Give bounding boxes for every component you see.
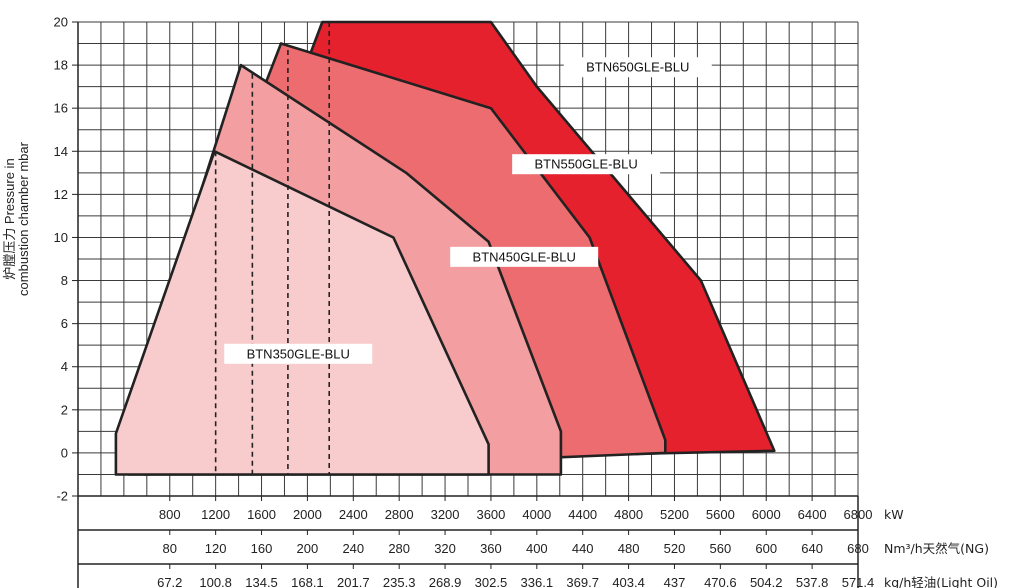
x-tick-label: 504.2 xyxy=(750,575,783,588)
x-tick-label: 5600 xyxy=(706,507,735,522)
series-area-3 xyxy=(114,150,490,476)
series-label-box xyxy=(224,343,373,364)
x-tick-label: 4000 xyxy=(522,507,551,522)
y-axis-label: 炉膛压力 Pressure incombustion chamber mbar xyxy=(2,141,31,296)
x-tick-label: 537.8 xyxy=(796,575,829,588)
y-tick-label: 4 xyxy=(61,359,68,374)
x-tick-label: 480 xyxy=(618,541,640,556)
x-tick-label: 369.7 xyxy=(566,575,599,588)
x-tick-label: 437 xyxy=(664,575,686,588)
y-tick-label: 10 xyxy=(54,230,68,245)
y-tick-label: 12 xyxy=(54,187,68,202)
x-tick-label: 2400 xyxy=(339,507,368,522)
x-tick-label: 6000 xyxy=(752,507,781,522)
y-tick-label: 16 xyxy=(54,101,68,116)
series-label-box xyxy=(450,246,599,267)
x-tick-label: 640 xyxy=(801,541,823,556)
x-tick-label: 235.3 xyxy=(383,575,416,588)
series-label: BTN350GLE-BLU xyxy=(247,346,350,361)
series-label: BTN450GLE-BLU xyxy=(473,249,576,264)
x-axis-unit: kW xyxy=(884,507,904,522)
series-label: BTN650GLE-BLU xyxy=(586,60,689,75)
x-tick-label: 4800 xyxy=(614,507,643,522)
x-tick-label: 2800 xyxy=(385,507,414,522)
x-tick-label: 3600 xyxy=(476,507,505,522)
x-tick-label: 120 xyxy=(205,541,227,556)
x-tick-label: 201.7 xyxy=(337,575,370,588)
y-tick-label: -2 xyxy=(56,489,68,504)
y-tick-label: 14 xyxy=(54,144,68,159)
y-tick-label: 20 xyxy=(54,15,68,30)
y-tick-label: 0 xyxy=(61,445,68,460)
x-tick-label: 336.1 xyxy=(521,575,554,588)
y-tick-label: 18 xyxy=(54,58,68,73)
y-axis-label-line: 炉膛压力 Pressure in xyxy=(2,158,17,279)
x-tick-label: 3200 xyxy=(431,507,460,522)
x-axis-unit: Nm³/h天然气(NG) xyxy=(884,541,989,556)
x-tick-label: 302.5 xyxy=(475,575,508,588)
x-tick-label: 470.6 xyxy=(704,575,737,588)
x-tick-label: 1600 xyxy=(247,507,276,522)
x-tick-label: 100.8 xyxy=(199,575,232,588)
x-tick-label: 403.4 xyxy=(612,575,645,588)
x-tick-label: 440 xyxy=(572,541,594,556)
reference-lines xyxy=(214,22,331,475)
x-tick-label: 680 xyxy=(847,541,869,556)
series-label-box xyxy=(563,57,712,78)
x-tick-label: 134.5 xyxy=(245,575,278,588)
x-tick-label: 4400 xyxy=(568,507,597,522)
x-tick-label: 6800 xyxy=(844,507,873,522)
x-tick-label: 320 xyxy=(434,541,456,556)
x-tick-label: 600 xyxy=(755,541,777,556)
y-tick-label: 2 xyxy=(61,402,68,417)
x-tick-label: 5200 xyxy=(660,507,689,522)
capacity-areas xyxy=(114,20,776,476)
x-tick-label: 240 xyxy=(342,541,364,556)
x-tick-label: 80 xyxy=(163,541,177,556)
x-tick-label: 6400 xyxy=(798,507,827,522)
x-tick-label: 571.4 xyxy=(842,575,875,588)
x-tick-label: 360 xyxy=(480,541,502,556)
x-tick-label: 160 xyxy=(251,541,273,556)
model-labels: BTN650GLE-BLU BTN550GLE-BLU BTN450GLE-BLU B… xyxy=(224,57,712,364)
x-tick-label: 560 xyxy=(710,541,732,556)
x-tick-label: 280 xyxy=(388,541,410,556)
y-axis-label-line: combustion chamber mbar xyxy=(16,141,31,296)
x-tick-label: 168.1 xyxy=(291,575,324,588)
x-tick-label: 200 xyxy=(297,541,319,556)
x-tick-label: 1200 xyxy=(201,507,230,522)
series-label: BTN550GLE-BLU xyxy=(534,157,637,172)
y-tick-label: 8 xyxy=(61,273,68,288)
x-axes: 800 1200 1600 2000 2400 2800 3200 3600 4000 4400 4… xyxy=(77,495,998,588)
x-tick-label: 400 xyxy=(526,541,548,556)
x-tick-label: 2000 xyxy=(293,507,322,522)
x-tick-label: 520 xyxy=(664,541,686,556)
x-tick-label: 268.9 xyxy=(429,575,462,588)
x-tick-label: 67.2 xyxy=(157,575,182,588)
x-axis-unit: kg/h轻油(Light Oil) xyxy=(884,575,998,588)
x-tick-label: 800 xyxy=(159,507,181,522)
series-label-box xyxy=(512,154,661,175)
y-tick-label: 6 xyxy=(61,316,68,331)
